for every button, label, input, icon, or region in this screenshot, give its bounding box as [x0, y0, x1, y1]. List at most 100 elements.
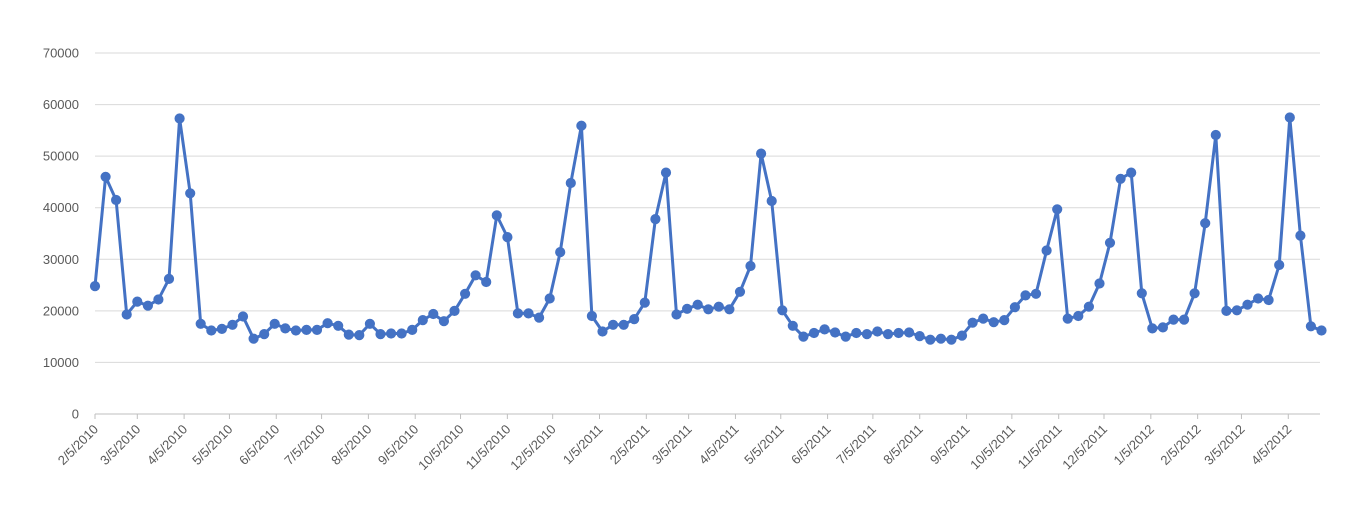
data-point: [925, 334, 936, 345]
data-point: [1009, 302, 1021, 313]
data-point: [777, 305, 788, 316]
data-point: [1274, 259, 1285, 271]
data-point: [1041, 245, 1052, 256]
data-point: [142, 300, 153, 311]
x-tick-label: 9/5/2010: [375, 422, 421, 468]
data-point: [237, 311, 249, 322]
data-point: [629, 314, 640, 325]
data-point: [216, 323, 227, 334]
data-point: [1052, 204, 1063, 215]
y-tick-label: 0: [72, 407, 79, 422]
x-tick-label: 10/5/2011: [967, 422, 1018, 473]
y-tick-label: 70000: [43, 46, 79, 61]
data-point: [1284, 112, 1295, 123]
data-point: [1189, 288, 1200, 299]
data-point: [946, 334, 957, 345]
data-point: [502, 232, 513, 243]
data-point: [1083, 301, 1095, 312]
data-point: [692, 299, 703, 310]
data-point: [121, 309, 132, 320]
data-point: [1073, 310, 1084, 322]
data-point: [1168, 314, 1179, 325]
x-tick-label: 2/5/2011: [607, 422, 653, 468]
y-axis-tick-labels: 0 10000 20000 30000 40000 50000 60000 70000: [43, 46, 79, 422]
data-point: [830, 327, 841, 338]
y-tick-label: 20000: [43, 303, 79, 318]
data-point: [1242, 299, 1253, 310]
data-point: [544, 293, 555, 304]
x-tick-label: 4/5/2010: [144, 422, 190, 468]
data-point: [280, 323, 291, 334]
data-point: [491, 210, 502, 221]
x-tick-label: 11/5/2011: [1015, 422, 1065, 472]
data-point: [100, 171, 111, 182]
data-point: [407, 324, 418, 335]
data-point: [322, 318, 333, 329]
data-point: [153, 294, 164, 305]
x-tick-label: 11/5/2010: [463, 422, 514, 473]
x-tick-label: 9/5/2011: [927, 422, 973, 468]
data-point: [311, 324, 323, 335]
data-point: [1295, 230, 1306, 241]
data-point: [650, 214, 661, 225]
data-point: [808, 327, 820, 339]
data-point: [1179, 314, 1190, 325]
data-point: [132, 296, 143, 307]
data-point: [1200, 218, 1211, 229]
data-point: [713, 301, 724, 312]
data-point: [956, 330, 968, 341]
data-point: [333, 320, 344, 331]
x-tick-label: 8/5/2011: [880, 422, 926, 468]
x-tick-label: 3/5/2010: [97, 422, 143, 468]
data-point: [555, 247, 566, 258]
data-point: [618, 319, 629, 330]
data-point: [1231, 305, 1243, 316]
data-point: [354, 330, 365, 341]
data-point: [745, 260, 756, 272]
data-point: [851, 327, 862, 339]
data-point: [660, 167, 672, 178]
data-point: [1020, 290, 1031, 301]
data-point: [195, 318, 206, 329]
data-point: [608, 319, 619, 330]
data-point: [1062, 313, 1073, 324]
gridlines: [95, 52, 1320, 363]
x-tick-label: 3/5/2011: [649, 422, 695, 468]
data-point: [206, 325, 217, 336]
data-point: [1126, 167, 1137, 178]
data-point: [1136, 288, 1147, 299]
x-tick-label: 4/5/2012: [1248, 422, 1294, 468]
data-point: [597, 326, 608, 337]
x-tick-label: 12/5/2011: [1059, 422, 1110, 473]
data-point: [787, 320, 798, 331]
data-point: [703, 304, 714, 315]
data-point: [671, 309, 682, 320]
data-point: [438, 316, 449, 327]
data-point: [269, 318, 280, 329]
x-tick-label: 6/5/2010: [236, 422, 282, 468]
x-tick-label: 3/5/2012: [1201, 422, 1247, 468]
data-point: [89, 281, 101, 292]
data-point: [364, 318, 375, 329]
data-point: [1305, 321, 1317, 332]
y-tick-label: 50000: [43, 149, 79, 164]
data-point: [290, 325, 301, 336]
data-point: [682, 303, 693, 314]
data-point: [1147, 323, 1158, 334]
x-tick-label: 12/5/2010: [507, 422, 559, 474]
data-point: [724, 304, 735, 315]
data-point: [967, 317, 978, 328]
data-point: [819, 324, 830, 335]
data-point: [1263, 294, 1274, 306]
data-point: [523, 308, 534, 319]
data-point: [882, 329, 894, 340]
data-point: [512, 308, 524, 319]
x-tick-label: 5/5/2011: [741, 422, 787, 468]
data-point: [396, 328, 407, 339]
data-point: [227, 319, 238, 330]
y-tick-label: 40000: [43, 200, 79, 215]
x-tick-label: 2/5/2010: [55, 422, 101, 468]
data-point: [639, 297, 650, 308]
